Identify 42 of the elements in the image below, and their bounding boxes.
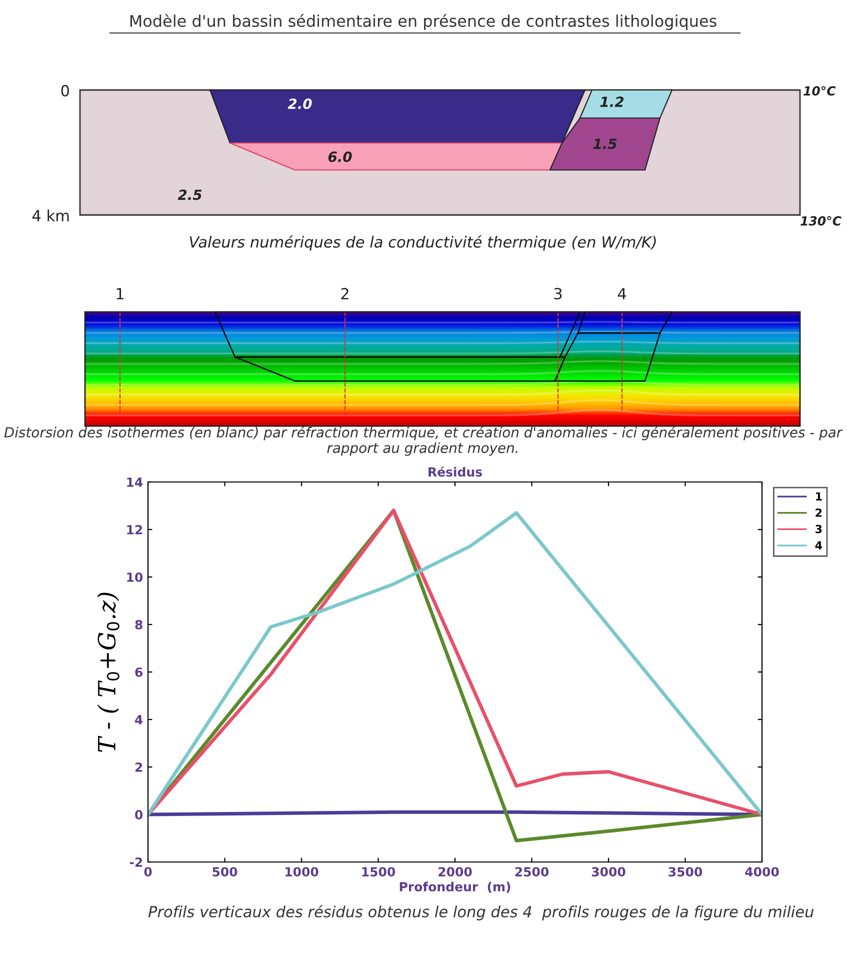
text: 2 [341, 288, 348, 300]
y-tick-label: -2 [130, 857, 142, 867]
text: 2.0 [288, 98, 312, 110]
y-tick-label: 14 [127, 478, 143, 487]
text: 130°C [800, 216, 842, 226]
legend-label: 3 [816, 524, 822, 534]
text: 1 [116, 288, 124, 300]
legend-label: 4 [815, 541, 822, 550]
x-tick-label: 0 [144, 867, 152, 877]
text: 4 km [32, 210, 69, 222]
y-tick-label: 10 [127, 572, 143, 582]
y-tick-label: 0 [135, 810, 143, 820]
y-tick-label: 4 [135, 715, 143, 724]
chart-title: Résidus [428, 466, 482, 477]
text: 0 [61, 84, 69, 96]
x-axis-title: Profondeur (m) [400, 882, 510, 893]
text: 3 [554, 288, 562, 300]
text: 1.2 [600, 96, 624, 107]
text: 1.5 [593, 138, 617, 150]
y-tick-label: 8 [135, 620, 142, 630]
legend-label: 1 [816, 492, 822, 500]
y-axis-title: T - ( T$_{0}$+G$_{0}$.z) [97, 592, 120, 752]
text: Profils verticaux des résidus obtenus le long des 4 profils rouges de la figure du milieu [148, 905, 814, 920]
text: Valeurs numériques de la conductivité thermique (en W/m/K) [190, 235, 656, 251]
text: 2.5 [178, 190, 202, 200]
legend-label: 2 [816, 508, 822, 517]
x-tick-label: 1500 [362, 867, 396, 877]
x-tick-label: 2500 [515, 867, 549, 877]
x-tick-label: 3000 [592, 867, 626, 877]
x-tick-label: 4000 [745, 867, 779, 877]
text: Modèle d'un bassin sédimentaire en présence de contrastes lithologiques [130, 14, 716, 30]
y-tick-label: 12 [127, 524, 142, 534]
x-tick-label: 1000 [286, 867, 318, 877]
x-tick-label: 3500 [668, 867, 702, 877]
text: 6.0 [328, 152, 352, 162]
text: Distorsion des isothermes (en blanc) par réfraction thermique, et création d'anomalies - ici généralement positives - par rapport au gradient moyen. [4, 426, 843, 456]
text: 4 [618, 288, 626, 300]
y-tick-label: 6 [135, 667, 142, 677]
y-tick-label: 2 [135, 762, 142, 772]
text: 10°C [804, 86, 836, 96]
x-tick-label: 2000 [438, 867, 472, 877]
x-tick-label: 500 [212, 867, 238, 877]
